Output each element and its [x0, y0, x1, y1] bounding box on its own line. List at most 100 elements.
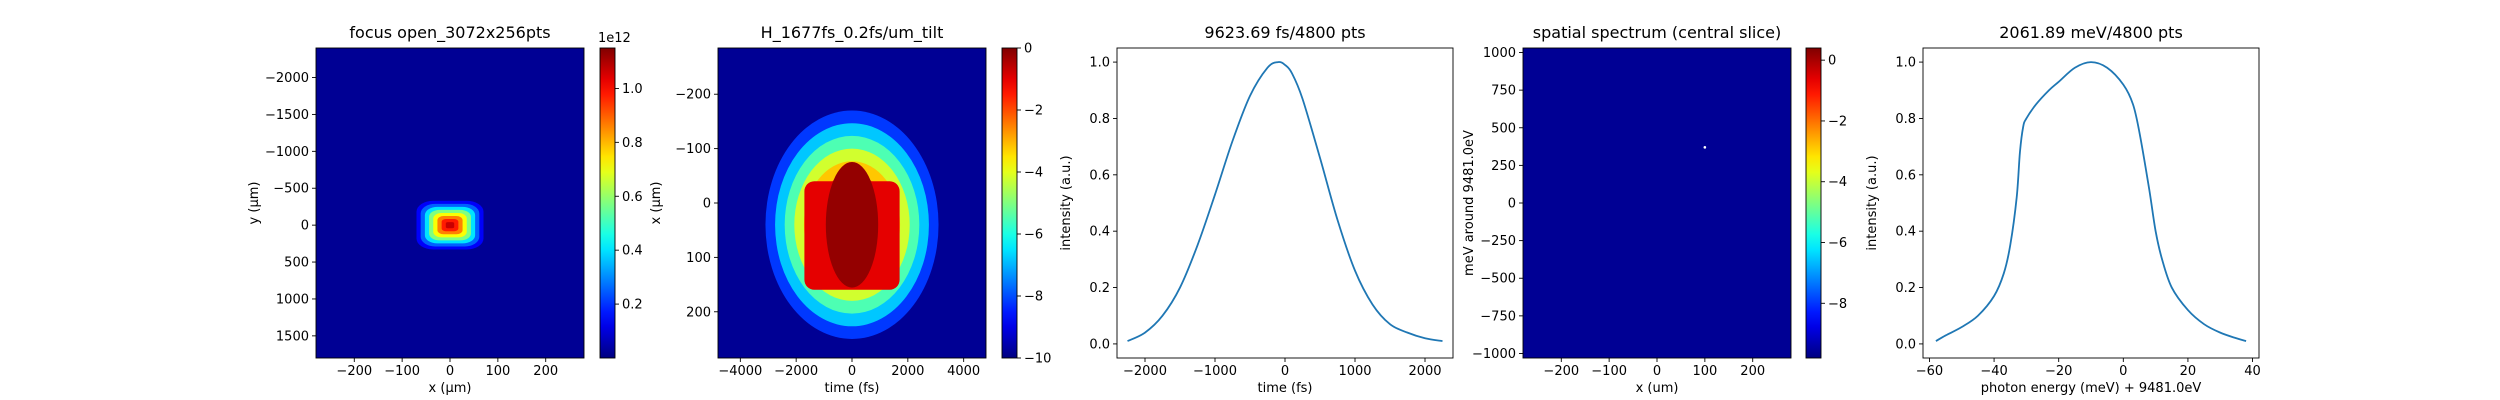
x-tick-label: −2000 [1123, 364, 1167, 379]
x-tick-label: 100 [1692, 364, 1717, 379]
y-axis-label: intensity (a.u.) [1865, 155, 1880, 250]
x-tick-label: 20 [2180, 364, 2197, 379]
colorbar-tick-label: 0.6 [622, 190, 643, 205]
y-tick-label: 0.2 [1089, 281, 1110, 296]
x-axis-label: time (fs) [825, 381, 880, 396]
x-axis-label: x (μm) [429, 381, 472, 396]
y-tick-label: 0 [703, 197, 711, 212]
y-tick-label: −500 [1480, 272, 1516, 287]
y-tick-label: −200 [675, 88, 711, 103]
colorbar-tick-label: −4 [1828, 175, 1847, 190]
colorbar-tick-label: −10 [1024, 352, 1051, 367]
y-tick-label: −2000 [265, 71, 309, 86]
x-tick-label: −40 [1980, 364, 2007, 379]
x-axis-label: time (fs) [1258, 381, 1313, 396]
x-tick-label: 0 [446, 364, 454, 379]
colorbar-tick-label: 0.2 [622, 298, 643, 313]
colorbar-tick-label: 0.4 [622, 244, 643, 259]
y-tick-label: 1500 [276, 329, 309, 344]
x-tick-label: 200 [533, 364, 558, 379]
x-tick-label: −100 [384, 364, 420, 379]
x-tick-label: 0 [1653, 364, 1661, 379]
chart-spatial-spectrum: −200 −100 0 100 200 1000 750 500 250 0 −250 −500 −75… [1462, 23, 1847, 396]
y-tick-label: 200 [686, 305, 711, 320]
y-tick-label: 0.8 [1089, 112, 1110, 127]
colorbar [1805, 47, 1822, 359]
y-tick-label: −500 [273, 182, 309, 197]
y-tick-label: 0.4 [1089, 225, 1110, 240]
x-tick-label: 2000 [891, 364, 924, 379]
x-tick-label: 0 [848, 364, 856, 379]
chart-title: spatial spectrum (central slice) [1533, 23, 1781, 42]
chart-title: focus open_3072x256pts [349, 23, 550, 43]
colorbar-tick-label: −6 [1828, 236, 1847, 251]
x-tick-label: 0 [2119, 364, 2127, 379]
y-axis-label: y (μm) [247, 182, 262, 225]
x-tick-label: 1000 [1338, 364, 1371, 379]
heatmap-level [445, 222, 455, 229]
colorbar-tick-label: 0 [1024, 42, 1032, 57]
y-tick-label: 1.0 [1089, 56, 1110, 71]
y-tick-label: −250 [1480, 234, 1516, 249]
colorbar-tick-label: −8 [1024, 290, 1043, 305]
y-tick-label: 1000 [276, 292, 309, 307]
x-tick-label: −4000 [718, 364, 762, 379]
x-tick-label: −1000 [1193, 364, 1237, 379]
y-tick-label: 1000 [1483, 46, 1516, 61]
y-tick-label: 0.4 [1895, 225, 1916, 240]
series-line [1127, 61, 1443, 342]
y-tick-label: 500 [1491, 121, 1516, 136]
y-tick-label: −750 [1480, 309, 1516, 324]
y-axis-label: intensity (a.u.) [1059, 155, 1074, 250]
y-tick-label: 0.2 [1895, 281, 1916, 296]
chart-title: 9623.69 fs/4800 pts [1204, 23, 1365, 42]
y-tick-label: 1.0 [1895, 56, 1916, 71]
colorbar [599, 47, 616, 359]
y-tick-label: 0.6 [1895, 168, 1916, 183]
x-tick-label: 2000 [1408, 364, 1441, 379]
spectrum-spot [1703, 146, 1707, 149]
colorbar-tick-label: −2 [1828, 114, 1847, 129]
y-tick-label: 0.0 [1895, 337, 1916, 352]
y-tick-label: 0.8 [1895, 112, 1916, 127]
colorbar-tick-label: −4 [1024, 166, 1043, 181]
y-axis-label: meV around 9481.0eV [1462, 130, 1477, 276]
y-tick-label: 750 [1491, 84, 1516, 99]
x-tick-label: 200 [1740, 364, 1765, 379]
y-tick-label: 0.6 [1089, 168, 1110, 183]
chart-focus: −200 −100 0 100 200−2000−1500−1000−500050010… [247, 23, 643, 396]
x-tick-label: 100 [485, 364, 510, 379]
y-tick-label: −100 [675, 142, 711, 157]
y-tick-label: 0 [1508, 197, 1516, 212]
x-tick-label: −200 [1543, 364, 1579, 379]
x-tick-label: −200 [336, 364, 372, 379]
y-tick-label: 500 [284, 256, 309, 271]
y-axis-label: x (μm) [649, 182, 664, 225]
y-tick-label: 100 [686, 251, 711, 266]
colorbar-offset-label: 1e12 [598, 31, 631, 46]
colorbar-tick-label: 1.0 [622, 82, 643, 97]
x-tick-label: −100 [1591, 364, 1627, 379]
chart-spectral-profile: −60 −40 −20 0 20 40 0.0 0.2 0.4 0.6 0.8 1.0 2061.89 … [1865, 23, 2261, 396]
x-tick-label: 40 [2244, 364, 2261, 379]
axes-frame [1116, 47, 1454, 359]
y-tick-label: −1000 [265, 145, 309, 160]
x-tick-label: −60 [1916, 364, 1943, 379]
x-tick-label: −20 [2045, 364, 2072, 379]
x-axis-label: photon energy (meV) + 9481.0eV [1981, 381, 2202, 396]
x-axis-label: x (um) [1636, 381, 1679, 396]
heatmap-peak [825, 161, 879, 288]
series-line [1935, 61, 2247, 342]
colorbar-tick-label: 0.8 [622, 136, 643, 151]
heatmap-background [1523, 48, 1791, 358]
y-tick-label: 0 [301, 219, 309, 234]
chart-pulse-tilt: −4000 −2000 0 2000 4000−200−1000100200H_1677… [649, 23, 1051, 396]
y-tick-label: 250 [1491, 159, 1516, 174]
colorbar-tick-label: −6 [1024, 228, 1043, 243]
colorbar [1001, 47, 1018, 359]
colorbar-tick-label: 0 [1828, 54, 1836, 69]
y-tick-label: 0.0 [1089, 337, 1110, 352]
colorbar-tick-label: −8 [1828, 297, 1847, 312]
x-tick-label: 0 [1281, 364, 1289, 379]
chart-title: 2061.89 meV/4800 pts [1999, 23, 2183, 42]
